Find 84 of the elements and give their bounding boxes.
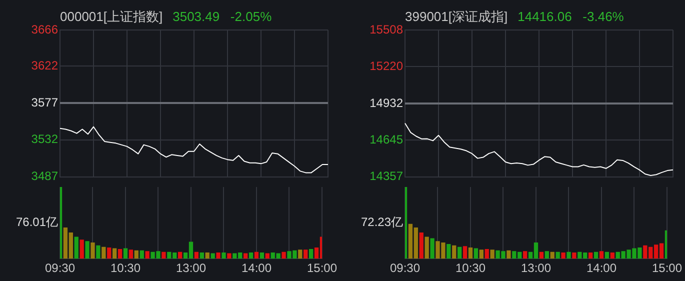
bar (479, 250, 484, 259)
x-tick-label: 13:00 (176, 261, 206, 276)
bar (446, 244, 451, 259)
bar (599, 251, 604, 259)
x-tick-label: 13:00 (520, 261, 552, 276)
bar (178, 252, 182, 259)
y-tick-label: 15508 (370, 22, 404, 36)
y-tick-label: 3487 (31, 169, 58, 184)
bar (118, 248, 122, 259)
bar (254, 252, 259, 259)
bar (452, 245, 456, 259)
bar (468, 248, 473, 259)
bar (265, 253, 270, 259)
bar (128, 250, 134, 259)
text: 76.01亿 (16, 215, 58, 230)
y-tick-label: 3622 (31, 58, 58, 72)
bar (490, 250, 494, 259)
bar (474, 248, 478, 259)
chart-subtitle: 14416.06 -3.46% (518, 9, 624, 24)
bar (522, 251, 528, 259)
bar (90, 242, 95, 259)
bar (248, 252, 254, 259)
bar (550, 252, 554, 259)
bar (200, 252, 204, 259)
bar (506, 250, 511, 259)
x-tick-label: 15:00 (306, 261, 338, 276)
bar (112, 248, 117, 259)
bar (298, 250, 302, 259)
bar (145, 251, 150, 259)
bar (194, 252, 199, 259)
bar (123, 248, 128, 259)
x-tick-label: 15:00 (652, 261, 682, 276)
text: 72.23亿 (360, 215, 403, 230)
bar (458, 246, 462, 259)
bar (424, 236, 429, 259)
bar (216, 252, 220, 259)
bar (544, 251, 549, 259)
y-tick-label: 14932 (370, 96, 404, 110)
y-tick-label: 15220 (370, 59, 404, 74)
bar (462, 246, 468, 259)
bar (604, 252, 610, 259)
x-tick-label: 14:00 (586, 261, 617, 276)
y-tick-label: 3532 (31, 132, 58, 146)
bar (484, 248, 489, 259)
chart-subtitle: 3503.49 -2.05% (172, 9, 272, 24)
bar (210, 253, 215, 259)
bar (222, 252, 226, 259)
bar (572, 252, 576, 259)
bar (588, 252, 593, 259)
bar (107, 248, 112, 259)
bar (74, 236, 78, 259)
y-tick-label: 3577 (31, 95, 58, 110)
bar (205, 252, 210, 259)
bar (556, 252, 560, 259)
bar (260, 252, 264, 259)
bar (227, 253, 232, 259)
bar (96, 245, 100, 259)
bar (80, 240, 84, 259)
bar (419, 232, 424, 259)
x-tick-label: 10:30 (110, 261, 141, 276)
bar (162, 252, 166, 259)
bar (610, 252, 614, 259)
chart-title: 000001[上证指数] (60, 9, 163, 24)
y-tick-label: 14645 (370, 132, 404, 146)
x-tick-label: 14:00 (241, 261, 272, 276)
chart-title: 399001[深证成指] (405, 9, 508, 24)
x-tick-label: 10:30 (455, 261, 486, 276)
bar (430, 238, 434, 259)
bar (85, 241, 90, 259)
y-tick-label: 14357 (370, 169, 404, 184)
bar (308, 248, 314, 259)
bar (539, 252, 544, 259)
bar (102, 246, 106, 259)
bar (140, 250, 144, 259)
bar (304, 250, 308, 259)
x-tick-label: 09:30 (44, 261, 76, 276)
bar (566, 252, 571, 259)
bar (243, 253, 248, 259)
y-tick-label: 3666 (31, 22, 58, 36)
bar (561, 252, 566, 259)
bar (282, 252, 286, 259)
bar (594, 252, 598, 259)
x-tick-label: 09:30 (390, 261, 420, 276)
bar (134, 250, 138, 259)
